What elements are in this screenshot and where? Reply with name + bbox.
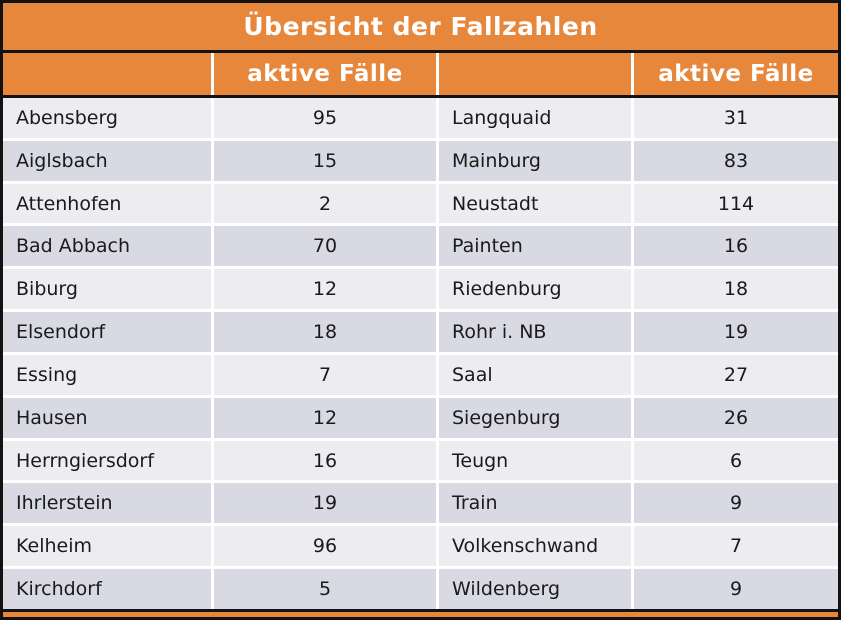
municipality-name-cell: Aiglsbach [3, 140, 211, 181]
case-count-cell: 31 [634, 98, 838, 138]
case-count-cell: 70 [214, 226, 436, 267]
table-body: Abensberg 95 Langquaid 31 Aiglsbach 15 M… [3, 98, 838, 609]
municipality-name-cell: Teugn [439, 440, 631, 481]
municipality-name-cell: Siegenburg [439, 397, 631, 438]
municipality-name-cell: Neustadt [439, 183, 631, 224]
municipality-name-cell: Riedenburg [439, 269, 631, 310]
case-count-cell: 19 [214, 483, 436, 524]
header-cell-active-cases-right: aktive Fälle [634, 53, 838, 95]
case-count-cell: 83 [634, 140, 838, 181]
municipality-name-cell: Bad Abbach [3, 226, 211, 267]
municipality-name-cell: Wildenberg [439, 569, 631, 609]
case-count-cell: 16 [214, 440, 436, 481]
municipality-name-cell: Kirchdorf [3, 569, 211, 609]
municipality-name-cell: Volkenschwand [439, 526, 631, 567]
municipality-name-cell: Langquaid [439, 98, 631, 138]
case-count-cell: 5 [214, 569, 436, 609]
case-count-cell: 27 [634, 354, 838, 395]
case-count-cell: 114 [634, 183, 838, 224]
footer-accent-strip [3, 612, 838, 617]
municipality-name-cell: Herrngiersdorf [3, 440, 211, 481]
case-count-cell: 12 [214, 397, 436, 438]
case-count-cell: 18 [214, 312, 436, 352]
municipality-name-cell: Kelheim [3, 526, 211, 567]
municipality-name-cell: Ihrlerstein [3, 483, 211, 524]
header-cell-municipality-right [439, 53, 631, 95]
case-count-cell: 19 [634, 312, 838, 352]
municipality-name-cell: Train [439, 483, 631, 524]
municipality-name-cell: Saal [439, 354, 631, 395]
case-count-cell: 95 [214, 98, 436, 138]
case-count-cell: 9 [634, 483, 838, 524]
case-count-cell: 7 [214, 354, 436, 395]
case-count-cell: 2 [214, 183, 436, 224]
case-count-cell: 12 [214, 269, 436, 310]
case-count-cell: 96 [214, 526, 436, 567]
case-count-cell: 16 [634, 226, 838, 267]
municipality-name-cell: Rohr i. NB [439, 312, 631, 352]
header-cell-municipality-left [3, 53, 211, 95]
municipality-name-cell: Abensberg [3, 98, 211, 138]
header-cell-active-cases-left: aktive Fälle [214, 53, 436, 95]
municipality-name-cell: Painten [439, 226, 631, 267]
municipality-name-cell: Attenhofen [3, 183, 211, 224]
table-title: Übersicht der Fallzahlen [3, 3, 838, 50]
case-count-cell: 26 [634, 397, 838, 438]
case-count-cell: 6 [634, 440, 838, 481]
municipality-name-cell: Mainburg [439, 140, 631, 181]
case-count-cell: 18 [634, 269, 838, 310]
municipality-name-cell: Biburg [3, 269, 211, 310]
case-count-cell: 15 [214, 140, 436, 181]
municipality-name-cell: Hausen [3, 397, 211, 438]
table-header-row: aktive Fälle aktive Fälle [3, 53, 838, 95]
municipality-name-cell: Essing [3, 354, 211, 395]
case-count-cell: 9 [634, 569, 838, 609]
municipality-name-cell: Elsendorf [3, 312, 211, 352]
case-count-cell: 7 [634, 526, 838, 567]
